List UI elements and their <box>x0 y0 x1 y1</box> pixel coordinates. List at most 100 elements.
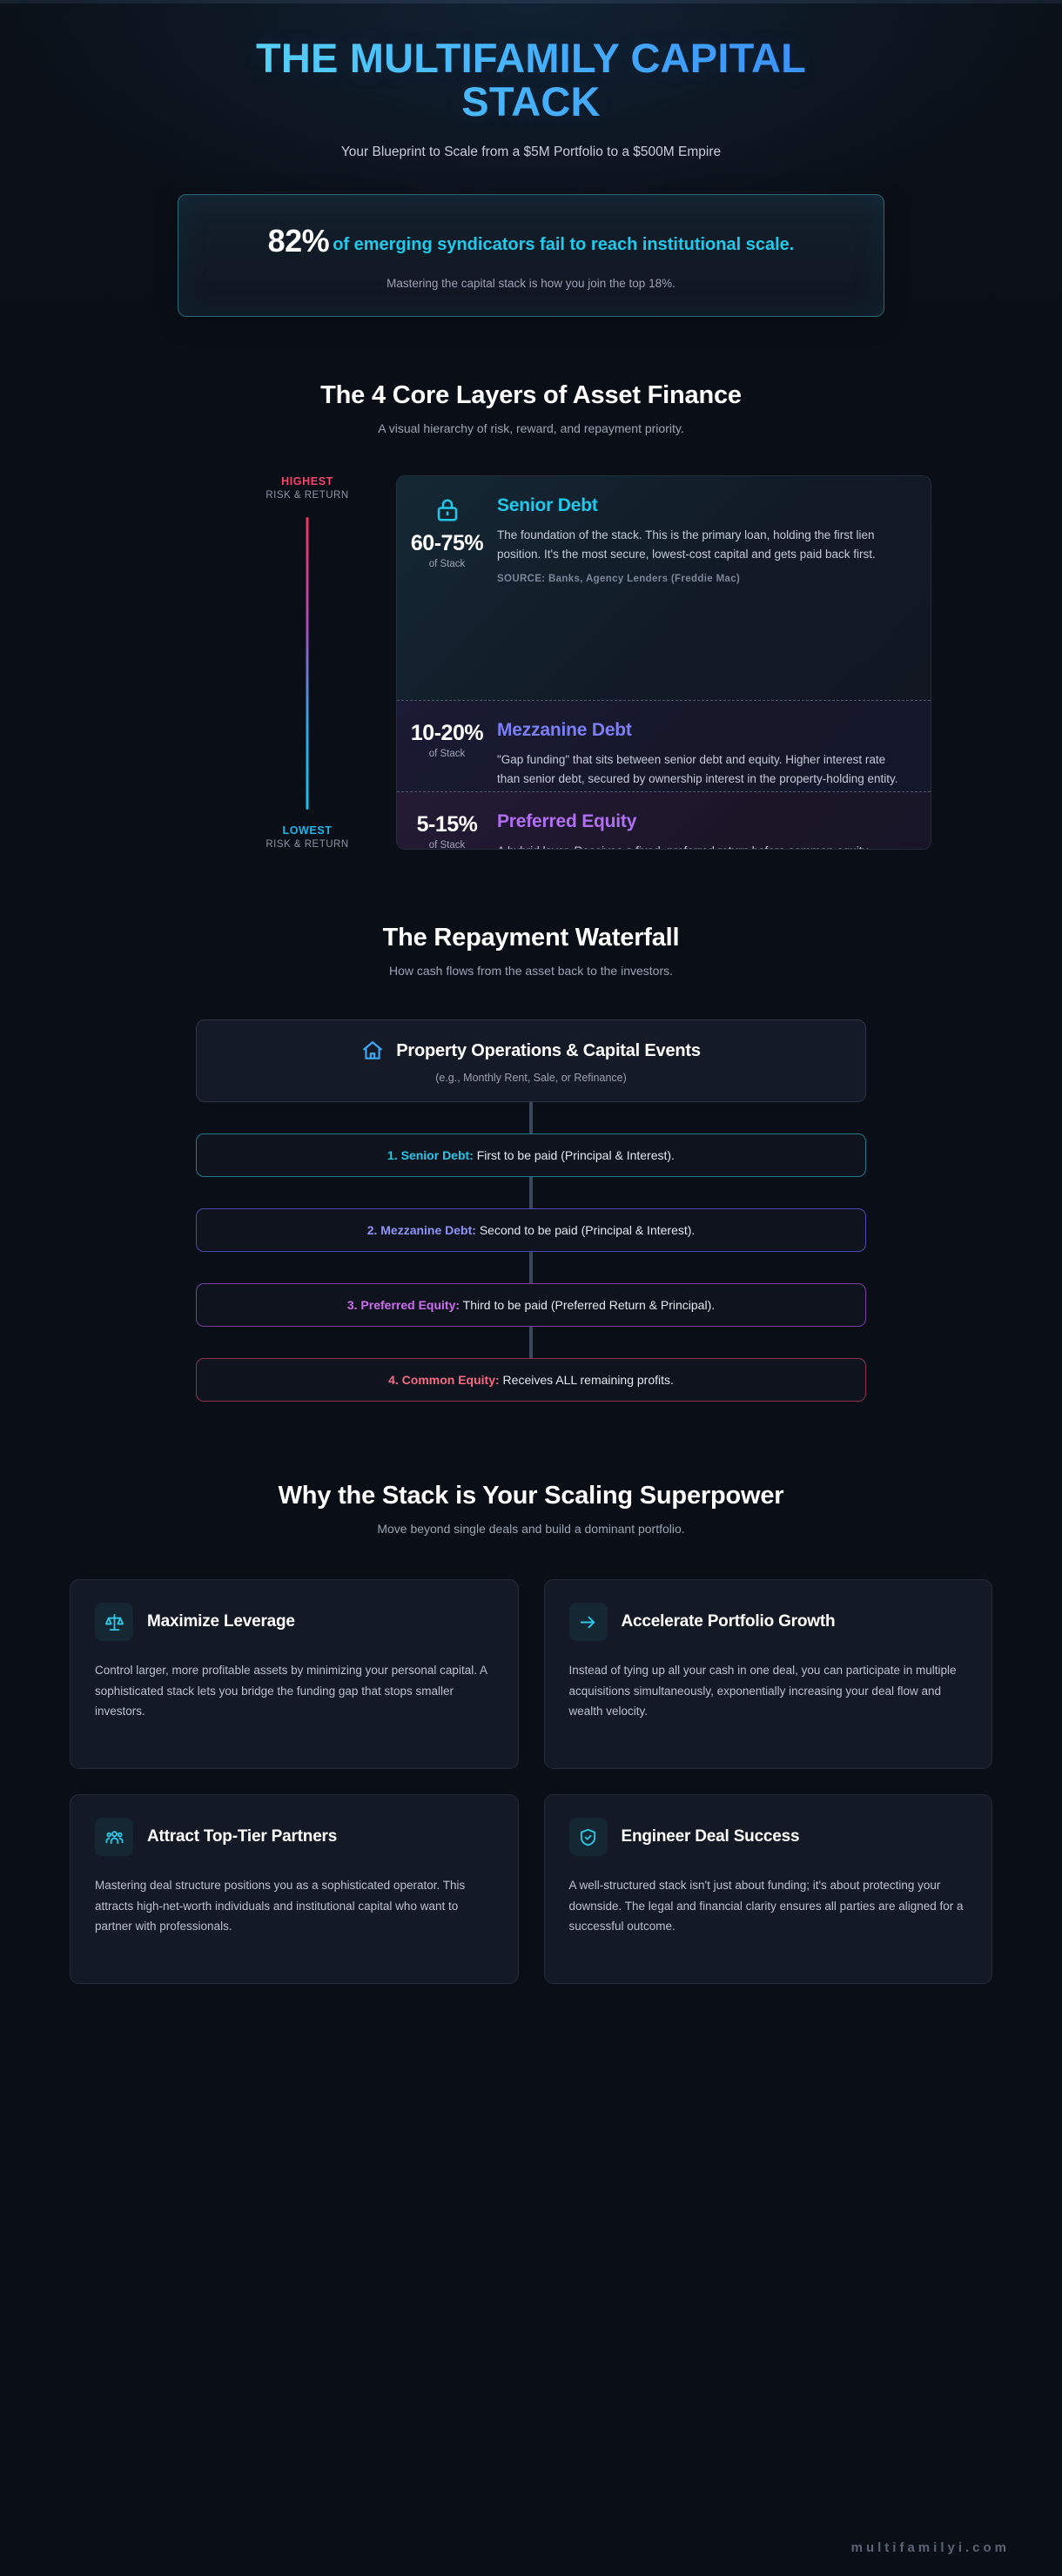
benefits-section: Why the Stack is Your Scaling Superpower… <box>0 1482 1062 2068</box>
users-icon <box>95 1818 133 1857</box>
waterfall-step-text: Receives ALL remaining profits. <box>502 1373 674 1388</box>
stack-layer-percent: 5-15% <box>416 812 478 837</box>
waterfall-step-4[interactable]: 4. Common Equity: Receives ALL remaining… <box>196 1358 866 1402</box>
risk-return-rail: HIGHEST RISK & RETURN LOWEST RISK & RETU… <box>251 475 364 850</box>
waterfall-step-label: 1. Senior Debt: <box>387 1148 474 1163</box>
scales-icon <box>95 1603 133 1642</box>
stack-layer-list: 60-75% of Stack Senior Debt The foundati… <box>396 475 931 851</box>
benefit-card-header: Attract Top-Tier Partners <box>95 1818 494 1857</box>
stack-layer-body: Mezzanine Debt "Gap funding" that sits b… <box>497 720 908 809</box>
waterfall-source-note: (e.g., Monthly Rent, Sale, or Refinance) <box>435 1072 627 1085</box>
benefit-card-header: Engineer Deal Success <box>568 1818 968 1857</box>
arrow-right-icon <box>568 1603 608 1642</box>
waterfall-step-label: 4. Common Equity: <box>388 1373 500 1388</box>
stat-headline: of emerging syndicators fail to reach in… <box>333 234 795 254</box>
footer-site-label: multifamilyi.com <box>850 2540 1010 2555</box>
risk-gradient-bar <box>306 517 309 810</box>
top-accent-bar <box>0 0 1062 3</box>
stack-layer-name: Senior Debt <box>497 495 598 516</box>
benefit-card-attract-top-tier-partners[interactable]: Attract Top-Tier Partners Mastering deal… <box>70 1794 519 1985</box>
waterfall-step-1[interactable]: 1. Senior Debt: First to be paid (Princi… <box>196 1133 866 1178</box>
risk-rail-bottom-sublabel: RISK & RETURN <box>266 839 349 851</box>
hero-section: THE MULTIFAMILY CAPITAL STACK Your Bluep… <box>0 0 1062 318</box>
benefit-card-header: Accelerate Portfolio Growth <box>568 1603 968 1642</box>
stack-layer-preferred-equity[interactable]: 5-15% of Stack Preferred Equity A hybrid… <box>397 791 931 850</box>
stack-section-header: The 4 Core Layers of Asset Finance A vis… <box>0 381 1062 435</box>
risk-rail-top-sublabel: RISK & RETURN <box>266 490 349 501</box>
stat-callout: 82% of emerging syndicators fail to reach… <box>178 193 884 318</box>
stack-layer-source: SOURCE: Banks, Agency Lenders (Freddie M… <box>497 574 741 585</box>
stack-layer-senior-debt[interactable]: 60-75% of Stack Senior Debt The foundati… <box>397 476 931 703</box>
waterfall-source-box[interactable]: Property Operations & Capital Events (e.… <box>196 1019 866 1103</box>
waterfall-section-subtitle: How cash flows from the asset back to th… <box>388 964 674 979</box>
stat-big-number: 82% <box>267 222 330 259</box>
stack-layer-percent-note: of Stack <box>428 840 466 851</box>
stack-layer-metric: 5-15% of Stack <box>397 811 497 850</box>
waterfall-diagram: Property Operations & Capital Events (e.… <box>196 1019 866 1402</box>
risk-rail-top: HIGHEST RISK & RETURN <box>251 475 364 501</box>
waterfall-source-title: Property Operations & Capital Events <box>396 1040 701 1060</box>
lock-icon <box>397 497 497 523</box>
waterfall-connector <box>529 1252 533 1284</box>
stat-headline-row: 82% of emerging syndicators fail to reach… <box>252 219 810 263</box>
benefits-section-subtitle: Move beyond single deals and build a dom… <box>377 1522 685 1537</box>
stack-layer-percent: 60-75% <box>410 531 484 556</box>
waterfall-step-3[interactable]: 3. Preferred Equity: Third to be paid (P… <box>196 1283 866 1328</box>
stack-layer-description: "Gap funding" that sits between senior d… <box>497 753 898 786</box>
page-title: THE MULTIFAMILY CAPITAL STACK <box>218 37 844 124</box>
stack-diagram: HIGHEST RISK & RETURN LOWEST RISK & RETU… <box>96 475 966 851</box>
waterfall-section-title: The Repayment Waterfall <box>382 924 680 952</box>
stack-layer-description: The foundation of the stack. This is the… <box>497 528 876 562</box>
benefits-section-header: Why the Stack is Your Scaling Superpower… <box>0 1482 1062 1536</box>
benefit-card-accelerate-portfolio-growth[interactable]: Accelerate Portfolio Growth Instead of t… <box>543 1579 992 1770</box>
benefit-card-text: Instead of tying up all your cash in one… <box>568 1664 957 1718</box>
benefit-card-title: Engineer Deal Success <box>621 1827 800 1846</box>
shield-check-icon <box>568 1818 608 1857</box>
waterfall-connector <box>529 1327 533 1359</box>
benefit-card-title: Accelerate Portfolio Growth <box>621 1612 836 1631</box>
stack-layer-metric: 60-75% of Stack <box>397 495 497 687</box>
stack-layer-mezzanine-debt[interactable]: 10-20% of Stack Mezzanine Debt "Gap fund… <box>397 700 931 809</box>
stack-section-subtitle: A visual hierarchy of risk, reward, and … <box>378 421 684 436</box>
stat-callout-wrapper: 82% of emerging syndicators fail to reach… <box>52 193 1010 318</box>
benefits-section-title: Why the Stack is Your Scaling Superpower <box>278 1482 784 1510</box>
stack-layer-body: Senior Debt The foundation of the stack.… <box>497 495 908 687</box>
stack-layer-percent-note: of Stack <box>428 749 466 760</box>
waterfall-connector <box>529 1102 533 1134</box>
benefit-card-maximize-leverage[interactable]: Maximize Leverage Control larger, more p… <box>70 1579 519 1770</box>
stack-layer-percent: 10-20% <box>410 721 484 746</box>
stack-section-title: The 4 Core Layers of Asset Finance <box>320 381 742 410</box>
benefit-card-text: Control larger, more profitable assets b… <box>95 1664 487 1718</box>
waterfall-connector <box>529 1177 533 1209</box>
stack-layer-name: Mezzanine Debt <box>497 720 632 741</box>
waterfall-source-row: Property Operations & Capital Events <box>218 1039 844 1062</box>
stack-layer-description: A hybrid layer. Receives a fixed, prefer… <box>497 842 903 849</box>
waterfall-step-text: Third to be paid (Preferred Return & Pri… <box>462 1298 716 1313</box>
home-icon <box>361 1039 384 1062</box>
risk-rail-bottom-label: LOWEST <box>282 824 333 837</box>
benefits-grid: Maximize Leverage Control larger, more p… <box>70 1579 992 1985</box>
hero-subtitle: Your Blueprint to Scale from a $5M Portf… <box>340 144 722 159</box>
benefit-card-title: Attract Top-Tier Partners <box>147 1827 338 1846</box>
stack-layer-body: Preferred Equity A hybrid layer. Receive… <box>497 811 908 849</box>
risk-rail-bottom: LOWEST RISK & RETURN <box>251 824 364 850</box>
benefit-card-text: A well-structured stack isn't just about… <box>568 1879 964 1933</box>
risk-rail-top-label: HIGHEST <box>281 475 333 488</box>
waterfall-step-text: First to be paid (Principal & Interest). <box>476 1148 675 1163</box>
waterfall-section-header: The Repayment Waterfall How cash flows f… <box>0 924 1062 978</box>
waterfall-step-text: Second to be paid (Principal & Interest)… <box>479 1223 696 1238</box>
repayment-waterfall-section: The Repayment Waterfall How cash flows f… <box>0 924 1062 1402</box>
waterfall-step-label: 2. Mezzanine Debt: <box>366 1223 476 1238</box>
stat-note: Mastering the capital stack is how you j… <box>386 277 676 291</box>
capital-stack-section: The 4 Core Layers of Asset Finance A vis… <box>0 381 1062 851</box>
benefit-card-text: Mastering deal structure positions you a… <box>95 1879 466 1933</box>
waterfall-step-2[interactable]: 2. Mezzanine Debt: Second to be paid (Pr… <box>196 1208 866 1253</box>
benefit-card-header: Maximize Leverage <box>95 1603 494 1642</box>
stack-layer-percent-note: of Stack <box>428 559 466 570</box>
stack-layer-name: Preferred Equity <box>497 811 637 832</box>
benefit-card-title: Maximize Leverage <box>147 1612 295 1631</box>
benefit-card-engineer-deal-success[interactable]: Engineer Deal Success A well-structured … <box>543 1794 992 1985</box>
waterfall-step-label: 3. Preferred Equity: <box>346 1298 460 1313</box>
stack-layer-metric: 10-20% of Stack <box>397 720 497 776</box>
